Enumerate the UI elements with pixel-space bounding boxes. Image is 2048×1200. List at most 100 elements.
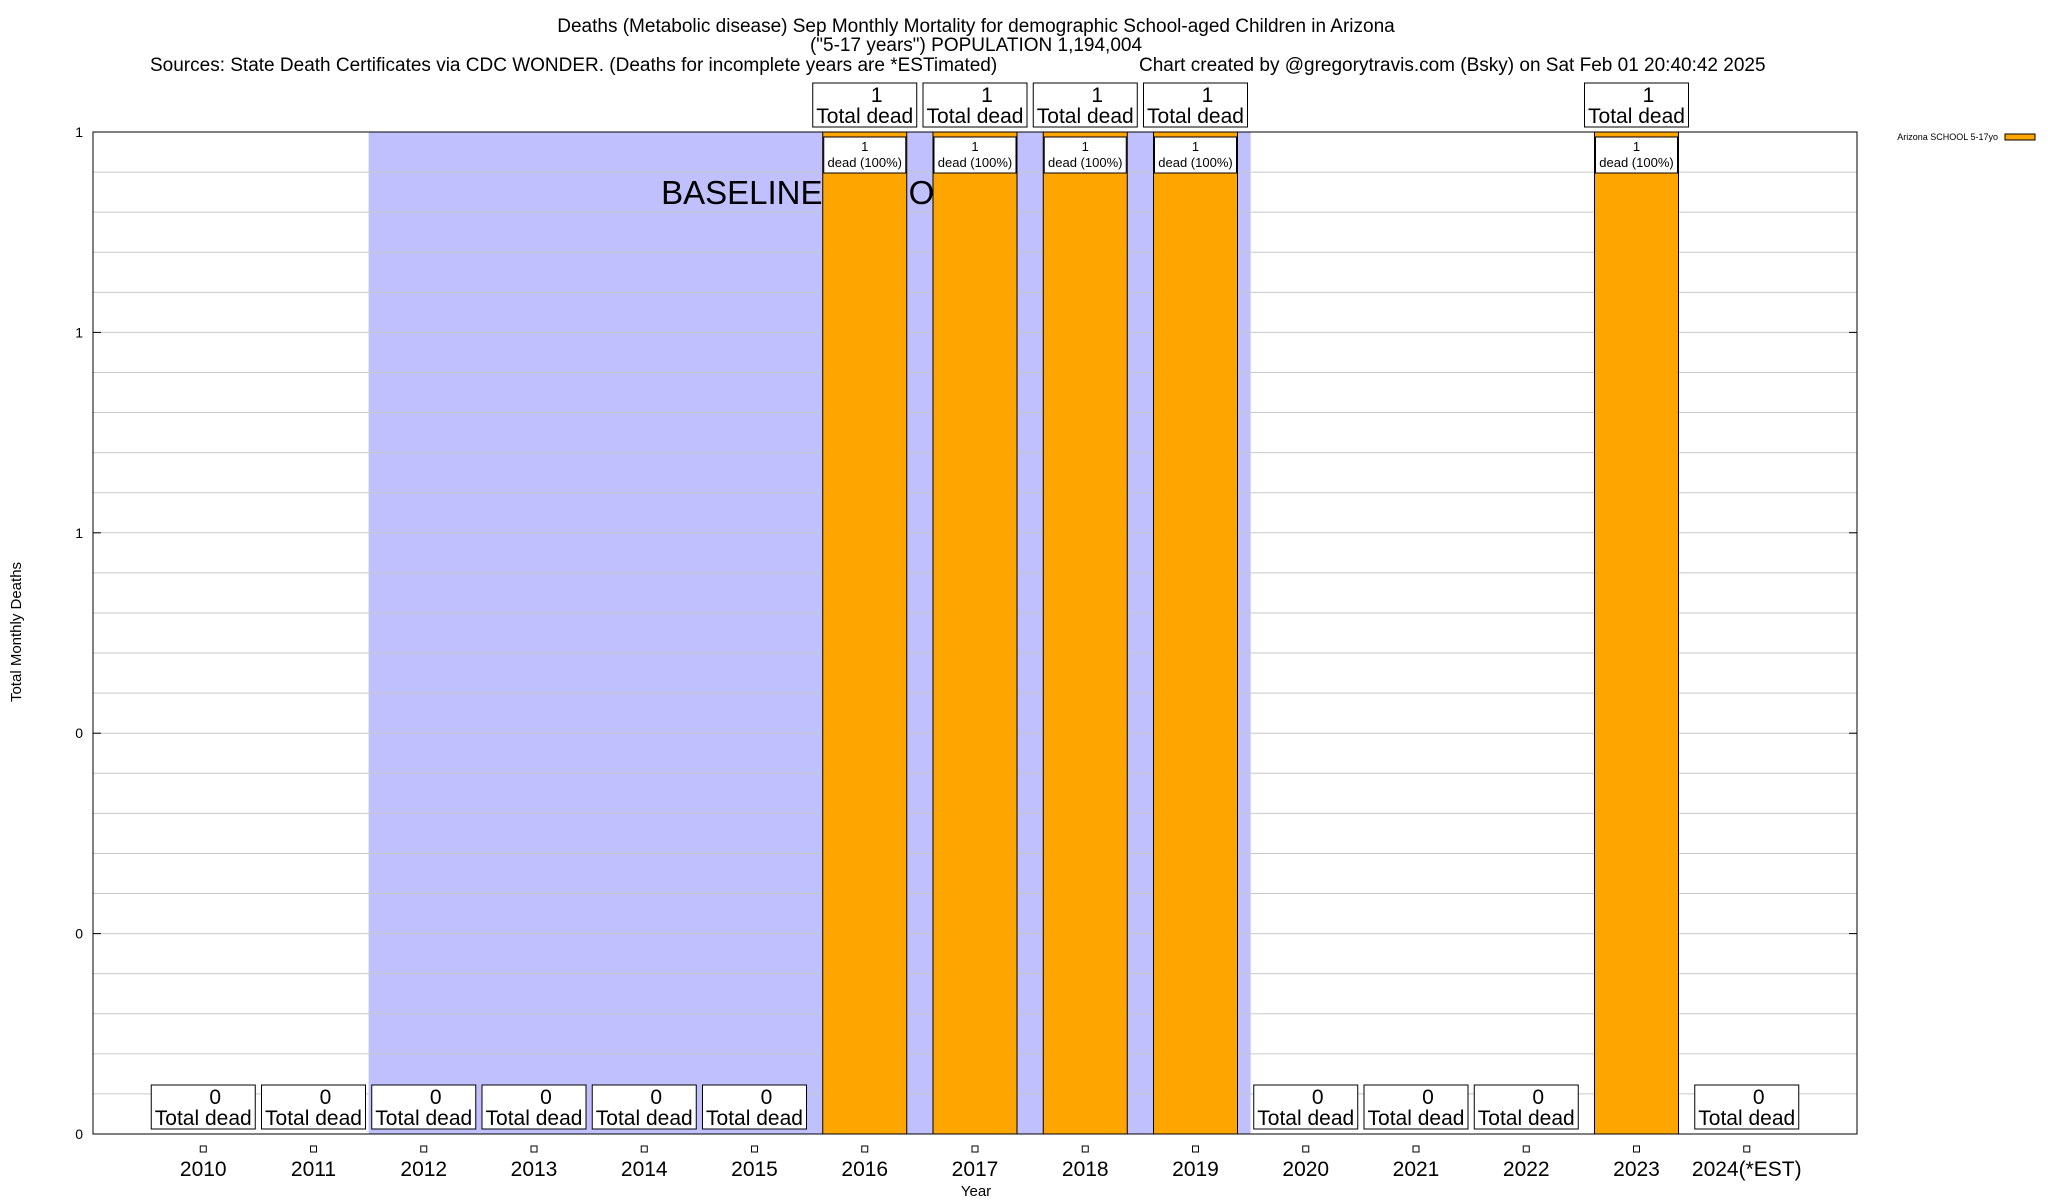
total-dead-count: 1	[1202, 84, 1214, 107]
y-axis-title: Total Monthly Deaths	[8, 562, 25, 702]
x-tick-label: 2023	[1613, 1158, 1660, 1181]
total-dead-text: Total dead	[155, 1107, 252, 1130]
category-marker	[1633, 1145, 1640, 1153]
total-dead-text: Total dead	[265, 1107, 362, 1130]
bar-label-box	[1595, 136, 1678, 174]
x-tick-label: 2014	[621, 1158, 668, 1181]
category-marker	[1302, 1145, 1310, 1153]
total-dead-count: 0	[540, 1086, 552, 1109]
total-dead-count: 1	[1091, 84, 1103, 107]
credit-note: Chart created by @gregorytravis.com (Bsk…	[1139, 55, 1766, 76]
y-tick-label: 0	[75, 725, 83, 741]
bar	[822, 131, 908, 1135]
total-dead-text: Total dead	[927, 105, 1024, 128]
total-dead-count: 0	[1532, 1086, 1544, 1109]
category-marker	[310, 1145, 317, 1153]
total-dead-count: 0	[430, 1086, 442, 1109]
total-dead-box	[1694, 1084, 1800, 1130]
total-dead-text: Total dead	[816, 105, 913, 128]
total-dead-count: 0	[1422, 1086, 1434, 1109]
bar-label-text: dead (100%)	[1599, 155, 1673, 170]
bar-label-box	[933, 136, 1017, 174]
total-dead-box	[1584, 82, 1689, 128]
total-dead-text: Total dead	[1037, 105, 1134, 128]
bar	[1042, 131, 1128, 1135]
total-dead-text: Total dead	[375, 1107, 472, 1130]
total-dead-box	[371, 1084, 477, 1130]
total-dead-box	[150, 1084, 256, 1130]
category-marker	[751, 1145, 758, 1153]
bar	[932, 131, 1018, 1135]
y-tick-label: 1	[75, 324, 83, 340]
title-line-1: Deaths (Metabolic disease) Sep Monthly M…	[557, 16, 1395, 37]
total-dead-text: Total dead	[486, 1107, 583, 1130]
total-dead-text: Total dead	[1257, 1107, 1354, 1130]
total-dead-text: Total dead	[1147, 105, 1244, 128]
total-dead-count: 0	[761, 1086, 773, 1109]
total-dead-count: 1	[1643, 84, 1655, 107]
source-note: Sources: State Death Certificates via CD…	[150, 55, 997, 76]
bar-label-box	[823, 136, 907, 174]
category-marker	[861, 1145, 869, 1153]
bar-label-text: dead (100%)	[828, 155, 902, 170]
x-tick-label: 2012	[400, 1158, 447, 1181]
category-marker	[1412, 1145, 1420, 1153]
legend-label: Arizona SCHOOL 5-17yo	[1897, 132, 1998, 142]
title-line-2: ("5-17 years") POPULATION 1,194,004	[810, 35, 1142, 56]
total-dead-count: 0	[650, 1086, 662, 1109]
total-dead-count: 1	[981, 84, 993, 107]
total-dead-text: Total dead	[596, 1107, 693, 1130]
category-marker	[640, 1145, 648, 1153]
category-marker	[1743, 1145, 1751, 1153]
x-tick-label: 2011	[291, 1158, 336, 1181]
x-tick-label: 2020	[1282, 1158, 1329, 1181]
y-tick-label: 1	[75, 525, 83, 541]
total-dead-box	[1143, 82, 1248, 128]
category-marker	[1081, 1145, 1089, 1153]
y-tick-label: 0	[75, 926, 83, 942]
total-dead-count: 0	[320, 1086, 332, 1109]
bar-label-count: 1	[971, 139, 978, 154]
total-dead-count: 0	[1753, 1086, 1765, 1109]
category-marker	[1522, 1145, 1530, 1153]
total-dead-box	[922, 82, 1028, 128]
total-dead-box	[261, 1084, 366, 1130]
category-marker	[530, 1145, 538, 1153]
total-dead-text: Total dead	[706, 1107, 803, 1130]
total-dead-count: 1	[871, 84, 883, 107]
y-tick-label: 1	[75, 124, 83, 140]
chart-title: Deaths (Metabolic disease) Sep Monthly M…	[150, 16, 1766, 76]
total-dead-text: Total dead	[1478, 1107, 1575, 1130]
total-dead-box	[1363, 1084, 1469, 1130]
total-dead-box	[812, 82, 918, 128]
category-marker	[971, 1145, 979, 1153]
x-tick-label: 2016	[841, 1158, 888, 1181]
x-tick-label: 2024(*EST)	[1692, 1158, 1802, 1181]
x-tick-label: 2010	[180, 1158, 227, 1181]
bar-label-count: 1	[861, 139, 868, 154]
x-tick-label: 2013	[511, 1158, 558, 1181]
total-dead-box	[1032, 82, 1138, 128]
bar-label-count: 1	[1192, 139, 1199, 154]
total-dead-box	[702, 1084, 807, 1130]
bar-label-text: dead (100%)	[1048, 155, 1122, 170]
category-marker	[199, 1145, 207, 1153]
total-dead-box	[481, 1084, 587, 1130]
bar	[1153, 131, 1238, 1135]
bar-label-box	[1043, 136, 1127, 174]
total-dead-count: 0	[1312, 1086, 1324, 1109]
total-dead-text: Total dead	[1588, 105, 1685, 128]
x-tick-label: 2017	[952, 1158, 999, 1181]
category-marker	[420, 1145, 428, 1153]
plot-frame	[92, 131, 1858, 1135]
total-dead-box	[591, 1084, 697, 1130]
bar-label-count: 1	[1633, 139, 1640, 154]
total-dead-text: Total dead	[1698, 1107, 1795, 1130]
total-dead-count: 0	[209, 1086, 221, 1109]
bar-label-box	[1154, 136, 1237, 174]
total-dead-text: Total dead	[1368, 1107, 1465, 1130]
bar-label-text: dead (100%)	[938, 155, 1012, 170]
x-tick-label: 2022	[1503, 1158, 1550, 1181]
